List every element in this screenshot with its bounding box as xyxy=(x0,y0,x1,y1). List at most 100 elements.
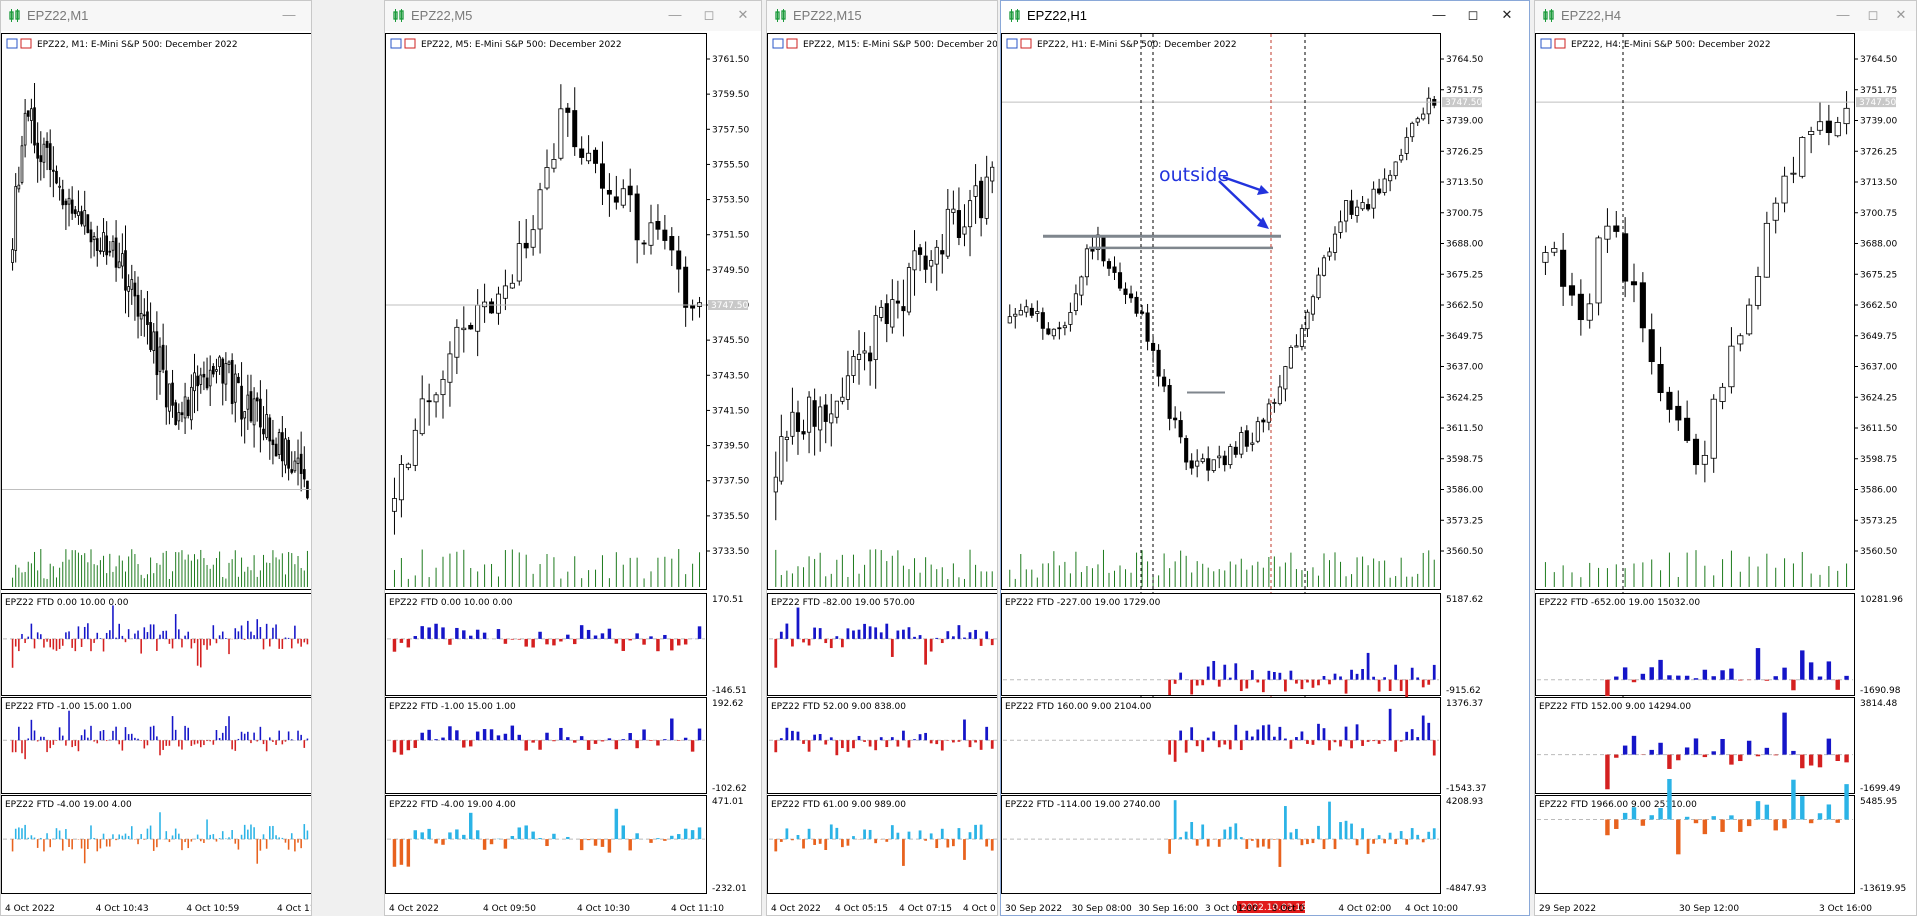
candle xyxy=(271,439,275,446)
chart-label: EPZ22, M15: E-Mini S&P 500: December 202… xyxy=(803,40,998,50)
chart-window-icon xyxy=(775,9,786,22)
indicator-panel[interactable] xyxy=(385,593,707,696)
indicator-min-label: -915.62 xyxy=(1446,686,1481,696)
window-titlebar[interactable]: EPZ22,M5 — ◻ ✕ xyxy=(385,1,761,31)
chart-window-m15[interactable]: EPZ22,M15 EPZ22, M15: E-Mini S&P 500: De… xyxy=(766,0,998,916)
minimize-icon[interactable]: — xyxy=(668,7,682,22)
candle xyxy=(61,189,65,206)
price-chart-m15[interactable]: EPZ22, M15: E-Mini S&P 500: December 202… xyxy=(767,31,998,916)
indicator-panel[interactable] xyxy=(1001,795,1441,894)
candle xyxy=(224,363,228,385)
candle xyxy=(1421,113,1426,120)
chart-label: EPZ22, H1: E-Mini S&P 500: December 2022 xyxy=(1037,40,1237,50)
minimize-icon[interactable]: — xyxy=(1432,7,1446,22)
candle xyxy=(1184,438,1189,463)
window-titlebar[interactable]: EPZ22,M1 — ◻ ✕ xyxy=(1,1,311,31)
indicator-panel[interactable] xyxy=(1535,795,1855,894)
price-chart-h4[interactable]: EPZ22, H4: E-Mini S&P 500: December 2022… xyxy=(1535,31,1917,916)
candle xyxy=(64,200,68,206)
indicator-max-label: 471.01 xyxy=(712,797,744,807)
candle xyxy=(1294,345,1299,348)
properties-icon[interactable] xyxy=(6,38,18,49)
time-tick-label: 4 Oct 09:50 xyxy=(483,904,536,914)
candle xyxy=(302,469,306,480)
price-tick-label: 3700.75 xyxy=(1446,209,1483,219)
indicator-panel[interactable] xyxy=(767,795,999,894)
price-tick-label: 3611.50 xyxy=(1446,424,1483,434)
candle xyxy=(1710,398,1717,459)
indicator-panel[interactable] xyxy=(767,697,999,794)
time-tick-label: 4 Oct 11:15 xyxy=(277,904,312,914)
minimize-icon[interactable]: — xyxy=(282,7,296,22)
candle xyxy=(108,250,112,253)
candle xyxy=(1211,459,1216,471)
candle xyxy=(967,200,973,228)
price-tick-label: 3611.50 xyxy=(1860,424,1897,434)
window-titlebar[interactable]: EPZ22,M15 xyxy=(767,1,997,31)
minimize-icon[interactable]: — xyxy=(1836,7,1850,22)
chart-window-m5[interactable]: EPZ22,M5 — ◻ ✕ EPZ22, M5: E-Mini S&P 500… xyxy=(384,0,762,916)
maximize-icon[interactable]: ◻ xyxy=(1867,7,1879,22)
candle xyxy=(565,107,571,113)
candle xyxy=(45,140,49,148)
indicator-min-label: -1690.98 xyxy=(1860,686,1901,696)
candle xyxy=(199,374,203,385)
candle xyxy=(211,365,215,375)
properties-icon[interactable] xyxy=(772,38,784,49)
candle xyxy=(1648,329,1655,363)
price-tick-label: 3751.50 xyxy=(712,231,749,241)
indicator-panel[interactable] xyxy=(1001,697,1441,794)
chart-window-m1[interactable]: EPZ22,M1 — ◻ ✕ EPZ22, M1: E-Mini S&P 500… xyxy=(0,0,312,916)
candle xyxy=(265,414,268,438)
indicator-icon[interactable] xyxy=(20,38,32,49)
candle xyxy=(482,301,488,308)
candle xyxy=(1338,221,1343,233)
indicator-panel[interactable] xyxy=(385,697,707,794)
indicator-icon[interactable] xyxy=(1020,38,1032,49)
highlight-time-tag xyxy=(1237,901,1305,913)
price-chart-m1[interactable]: EPZ22, M1: E-Mini S&P 500: December 2022… xyxy=(1,31,312,916)
maximize-icon[interactable]: ◻ xyxy=(703,7,715,22)
candle xyxy=(202,373,206,378)
properties-icon[interactable] xyxy=(1540,38,1552,49)
candle xyxy=(440,378,446,396)
chart-window-h1[interactable]: EPZ22,H1 — ◻ ✕ EPZ22, H1: E-Mini S&P 500… xyxy=(1000,0,1530,916)
price-tick-label: 3624.25 xyxy=(1860,393,1897,403)
candle xyxy=(1233,446,1238,455)
indicator-max-label: 170.51 xyxy=(712,595,744,605)
price-panel[interactable] xyxy=(1,33,313,590)
close-icon[interactable]: ✕ xyxy=(737,7,749,22)
indicator-icon[interactable] xyxy=(786,38,798,49)
candle xyxy=(990,166,995,182)
outside-annotation: outside xyxy=(1159,164,1229,186)
indicator-panel[interactable] xyxy=(1,697,313,794)
candle xyxy=(495,293,501,314)
chart-window-h4[interactable]: EPZ22,H4 — ◻ ✕ EPZ22, H4: E-Mini S&P 500… xyxy=(1534,0,1917,916)
candle xyxy=(1178,420,1183,438)
candle xyxy=(1366,204,1371,210)
price-tick-label: 3753.50 xyxy=(712,196,749,206)
price-tick-label: 3735.50 xyxy=(712,512,749,522)
close-icon[interactable]: ✕ xyxy=(1895,7,1907,22)
candle xyxy=(23,112,27,146)
price-chart-h1[interactable]: EPZ22, H1: E-Mini S&P 500: December 2022… xyxy=(1001,31,1530,916)
window-titlebar[interactable]: EPZ22,H1 — ◻ ✕ xyxy=(1001,1,1529,31)
candle xyxy=(669,236,675,251)
indicator-icon[interactable] xyxy=(404,38,416,49)
candle xyxy=(161,344,165,370)
close-icon[interactable]: ✕ xyxy=(1501,7,1513,22)
properties-icon[interactable] xyxy=(1006,38,1018,49)
maximize-icon[interactable]: ◻ xyxy=(1467,7,1479,22)
indicator-icon[interactable] xyxy=(1554,38,1566,49)
candle xyxy=(1799,137,1806,177)
window-title: EPZ22,M15 xyxy=(793,8,862,23)
price-chart-m5[interactable]: EPZ22, M5: E-Mini S&P 500: December 2022… xyxy=(385,31,762,916)
price-panel[interactable] xyxy=(1001,33,1441,590)
candle xyxy=(1051,328,1056,337)
price-tick-label: 3662.50 xyxy=(1860,301,1897,311)
price-panel[interactable] xyxy=(385,33,707,590)
window-titlebar[interactable]: EPZ22,H4 — ◻ ✕ xyxy=(1535,1,1916,31)
indicator-panel[interactable] xyxy=(767,593,999,696)
properties-icon[interactable] xyxy=(390,38,402,49)
chart-window-icon xyxy=(1009,9,1020,22)
